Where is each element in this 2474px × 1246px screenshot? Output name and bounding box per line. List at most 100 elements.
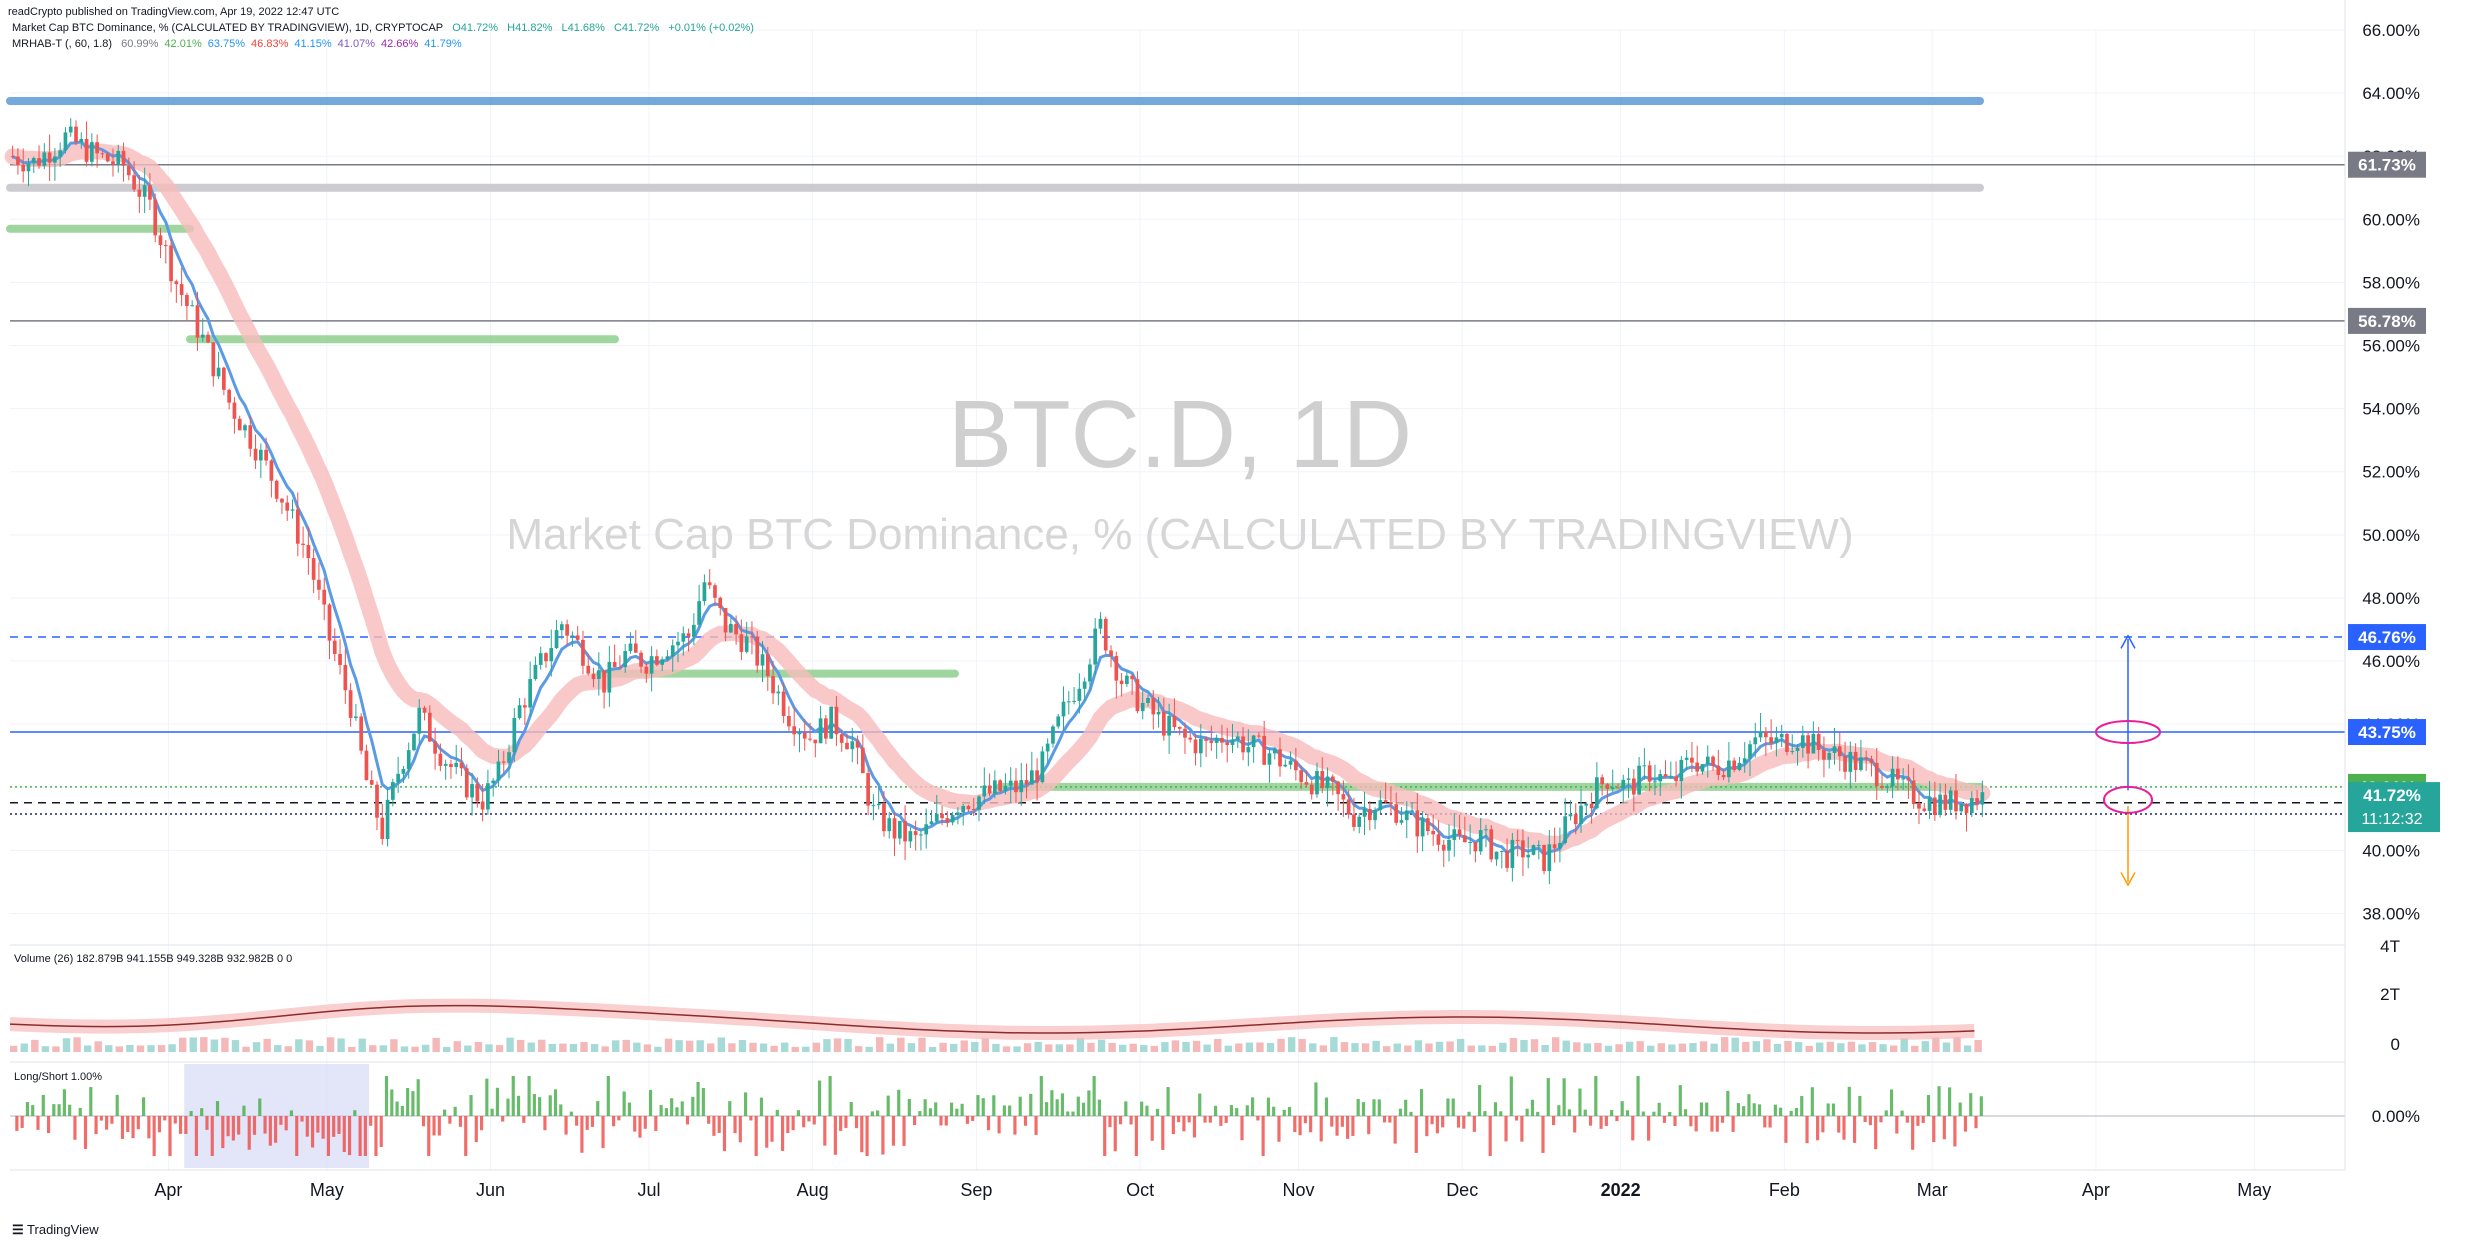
candle-body xyxy=(1267,753,1272,765)
candle-body xyxy=(1462,835,1467,843)
indicator-value: 63.75% xyxy=(207,38,246,50)
long-short-bar xyxy=(78,1107,82,1116)
volume-bar xyxy=(1911,1045,1919,1052)
long-short-bar xyxy=(226,1116,230,1137)
long-short-bar xyxy=(817,1080,822,1116)
candle-body xyxy=(406,750,411,770)
long-short-bar xyxy=(369,1116,373,1126)
volume-bar xyxy=(876,1037,884,1052)
long-short-bar xyxy=(1256,1116,1260,1121)
candle-body xyxy=(301,543,305,545)
long-short-bar xyxy=(1293,1116,1297,1133)
candle-body xyxy=(1193,739,1198,754)
long-short-bar xyxy=(728,1101,732,1116)
candle-body xyxy=(237,418,242,431)
long-short-bar xyxy=(1610,1110,1614,1116)
volume-bar xyxy=(1773,1043,1782,1052)
indicator-header[interactable]: MRHAB-T (, 60, 1.8) 60.99% 42.01% 63.75% 46… xyxy=(12,38,468,50)
long-short-bar xyxy=(1937,1086,1941,1116)
up-arrow-head xyxy=(2120,634,2136,649)
candle-body xyxy=(1980,792,1985,805)
long-short-bar xyxy=(1103,1116,1107,1156)
long-short-bar xyxy=(670,1098,674,1116)
long-short-bar xyxy=(57,1104,61,1116)
long-short-bar xyxy=(62,1089,66,1116)
candle-body xyxy=(1864,757,1869,759)
volume-bar xyxy=(263,1038,271,1052)
candle-body xyxy=(1605,784,1610,789)
y-tick-label: 40.00% xyxy=(2362,841,2420,860)
volume-bar xyxy=(1784,1041,1792,1052)
volume-bar xyxy=(1097,1039,1106,1052)
volume-bar xyxy=(1013,1046,1021,1052)
candle-body xyxy=(1352,814,1356,827)
volume-bar xyxy=(1372,1040,1380,1052)
long-short-bar xyxy=(1884,1110,1888,1116)
volume-bar xyxy=(1224,1045,1232,1052)
x-tick-label: Aug xyxy=(797,1180,829,1200)
long-short-bar xyxy=(939,1116,943,1126)
symbol-title[interactable]: Market Cap BTC Dominance, % (CALCULATED … xyxy=(12,22,444,34)
long-short-bar xyxy=(358,1116,362,1156)
volume-bar xyxy=(1140,1045,1148,1052)
candle-body xyxy=(1336,781,1340,795)
long-short-bar xyxy=(1757,1104,1762,1116)
candle-body xyxy=(686,633,691,637)
long-short-bar xyxy=(1277,1116,1281,1142)
candle-body xyxy=(206,334,210,343)
long-short-bar xyxy=(258,1098,262,1116)
long-short-bar xyxy=(1916,1116,1920,1126)
indicator-value: 42.01% xyxy=(164,38,202,50)
projection-markers xyxy=(2095,634,2161,887)
long-short-bar xyxy=(744,1092,748,1116)
candle-body xyxy=(58,150,63,157)
y-tick-label: 52.00% xyxy=(2362,463,2420,482)
candle-body xyxy=(697,601,701,625)
candle-body xyxy=(1198,738,1203,754)
long-short-bar xyxy=(575,1116,579,1126)
long-short-bar xyxy=(1240,1116,1244,1141)
long-short-bar xyxy=(934,1102,938,1116)
long-short-bar xyxy=(25,1102,30,1116)
volume-bar xyxy=(453,1041,461,1052)
long-short-bar xyxy=(1113,1116,1117,1152)
candle-body xyxy=(491,780,496,784)
candle-body xyxy=(961,805,966,813)
long-short-bar xyxy=(553,1089,558,1116)
volume-bar xyxy=(443,1046,451,1052)
volume-bar xyxy=(580,1042,588,1052)
volume-bar xyxy=(1023,1043,1032,1052)
volume-bar xyxy=(559,1043,567,1052)
candle-body xyxy=(1874,762,1879,786)
long-short-bar xyxy=(1847,1086,1851,1116)
long-short-bar xyxy=(1346,1116,1350,1139)
candle-body xyxy=(1304,782,1309,785)
volume-bar xyxy=(1868,1042,1877,1052)
volume-bar xyxy=(865,1046,873,1052)
volume-bar xyxy=(20,1043,28,1052)
candle-body xyxy=(480,801,485,810)
candle-body xyxy=(1795,747,1800,752)
volume-bar xyxy=(1573,1042,1581,1052)
ohlc-close: C41.72% xyxy=(613,22,660,34)
volume-bar xyxy=(1858,1044,1866,1052)
candle-body xyxy=(1410,810,1414,812)
long-short-bar xyxy=(865,1116,869,1156)
long-short-bar xyxy=(1504,1116,1508,1142)
volume-bar xyxy=(83,1045,92,1052)
volume-bar xyxy=(358,1038,366,1052)
long-short-bar xyxy=(759,1097,764,1116)
long-short-bar xyxy=(854,1116,859,1129)
candle-body xyxy=(496,761,501,781)
candle-body xyxy=(1014,780,1018,793)
candle-body xyxy=(1161,711,1166,736)
long-short-bar xyxy=(443,1109,447,1116)
tradingview-logo[interactable]: ☰ TradingView xyxy=(12,1222,99,1238)
candle-body xyxy=(987,785,992,794)
long-short-bar xyxy=(601,1116,605,1149)
candle-body xyxy=(655,656,659,665)
long-short-bar xyxy=(775,1109,779,1116)
candle-body xyxy=(845,742,849,750)
volume-bar xyxy=(1731,1037,1739,1052)
